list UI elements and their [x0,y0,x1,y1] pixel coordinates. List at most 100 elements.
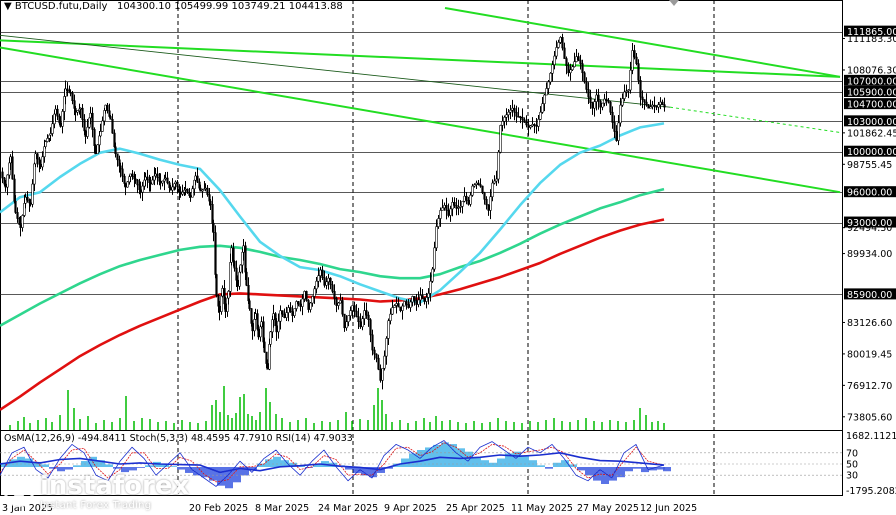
candle-body [553,55,556,65]
candle-body [293,308,296,316]
candle-body [161,180,164,184]
candle-body [531,124,534,127]
candle-body [371,334,374,351]
candle-body [206,187,209,195]
candle-body [41,156,44,168]
candle-body [329,277,332,286]
y-tick-label: 108076.30 [847,65,896,76]
candle-body [563,47,566,59]
candle-body [561,37,564,49]
candle-body [453,202,456,206]
candle-body [277,320,280,333]
candle-body [59,122,62,127]
candle-body [429,280,432,294]
candle-body [116,153,119,161]
candle-body [577,56,580,61]
candle-body [4,183,7,188]
candle-body [245,271,248,286]
candle-body [427,293,430,298]
candle-body [247,284,250,302]
candle-body [509,109,512,113]
candle-body [323,277,326,286]
candle-body [463,195,466,202]
candle-body [517,115,520,118]
candle-body [134,178,137,181]
candle-body [96,144,99,155]
x-tick-label: 8 Mar 2025 [255,503,309,514]
candle-body [369,319,372,336]
level-label: 96000.00 [847,188,892,199]
candle-body [461,200,464,207]
price-plot-frame [0,0,843,431]
trend-line-extension [669,106,841,133]
candle-body [260,321,263,328]
candle-body [439,210,442,219]
candle-body [123,175,126,184]
candle-body [351,305,354,311]
level-label: 107000.00 [847,76,896,87]
candle-body [159,180,162,184]
y-tick-label: 83126.60 [847,318,892,329]
candle-body [583,72,586,83]
candle-body [477,182,480,185]
candle-body [603,98,606,104]
instaforex-logo-icon [4,477,34,507]
candle-body [599,100,602,108]
candle-body [539,111,542,120]
candle-body [325,281,328,286]
candle-body [507,111,510,116]
shift-marker-icon[interactable] [669,0,679,6]
candle-body [257,328,260,338]
candle-body [287,307,290,313]
candle-body [303,291,306,300]
candle-body [415,300,418,305]
candle-body [291,311,294,316]
candle-body [29,202,32,205]
candle-body [541,103,544,113]
candle-body [39,163,42,168]
candle-body [489,196,492,211]
candle-body [44,141,47,147]
candle-body [341,300,344,315]
candle-body [94,145,97,155]
level-label: 93000.00 [847,218,892,229]
candle-body [353,305,356,312]
candle-body [71,92,74,101]
candle-body [349,310,352,316]
level-label-bg [844,186,896,198]
candle-body [111,119,114,134]
candle-body [447,210,450,216]
candle-body [519,116,522,119]
candle-body [495,178,498,182]
candle-body [575,56,578,62]
level-label-bg [844,145,896,157]
candle-body [445,205,448,211]
level-label: 85900.00 [847,290,892,301]
candle-body [129,173,132,177]
candle-body [283,313,286,318]
level-label: 100000.00 [847,147,896,158]
candle-body [611,111,614,123]
candle-body [21,215,24,228]
candle-body [236,279,239,287]
candle-body [373,349,376,355]
candle-body [74,108,77,113]
candle-body [11,156,14,180]
candle-body [81,107,84,120]
candle-body [641,96,644,100]
x-tick-label: 24 Mar 2025 [318,503,378,514]
y-tick-label: 98755.45 [847,160,892,171]
candle-body [309,302,312,310]
candle-body [307,300,310,310]
candle-body [61,111,64,127]
ohlc-values: 104300.10 105499.99 103749.21 104413.88 [116,1,343,12]
candle-body [363,310,366,319]
candle-body [449,208,452,216]
candle-body [525,122,528,126]
candle-body [573,61,576,67]
ma-fast-line [0,122,665,304]
candle-body [238,271,241,287]
candle-body [289,307,292,312]
candle-body [387,320,390,339]
